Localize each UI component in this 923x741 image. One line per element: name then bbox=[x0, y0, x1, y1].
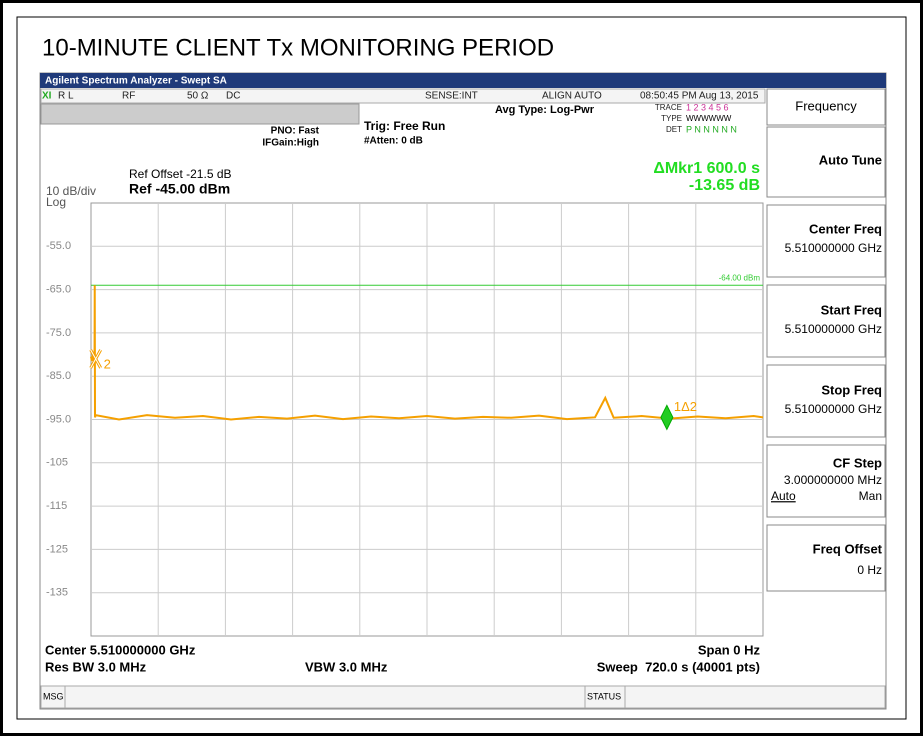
status-align: ALIGN AUTO bbox=[542, 91, 602, 102]
softkey-label: Start Freq bbox=[821, 302, 882, 317]
softkey-value: 5.510000000 GHz bbox=[785, 322, 882, 336]
trace bbox=[90, 285, 764, 421]
softkey[interactable] bbox=[766, 126, 886, 198]
footer-res-bw: Res BW 3.0 MHz bbox=[45, 659, 147, 674]
softkey-panel: Frequency Auto Tune Center Freq 5.510000… bbox=[766, 88, 886, 592]
y-tick-label: -125 bbox=[46, 543, 68, 555]
atten: #Atten: 0 dB bbox=[364, 136, 423, 147]
footer-span: Span 0 Hz bbox=[698, 642, 761, 657]
footer-sweep: Sweep 720.0 s (40001 pts) bbox=[597, 659, 760, 674]
ifgain: IFGain:High bbox=[262, 138, 319, 149]
softkey-value: 5.510000000 GHz bbox=[785, 241, 882, 255]
y-tick-label: -95.0 bbox=[46, 413, 71, 425]
plot: -64.00 dBm 2 1Δ2 bbox=[89, 202, 764, 637]
y-tick-label: -75.0 bbox=[46, 327, 71, 339]
window-title: Agilent Spectrum Analyzer - Swept SA bbox=[45, 76, 227, 87]
softkey-menu-label: Frequency bbox=[795, 98, 857, 113]
status-label: STATUS bbox=[587, 691, 621, 701]
softkey-label: Center Freq bbox=[809, 221, 882, 236]
ref-level: Ref -45.00 dBm bbox=[129, 181, 230, 197]
softkey-label: Auto Tune bbox=[819, 152, 882, 167]
y-tick-label: -65.0 bbox=[46, 284, 71, 296]
pno: PNO: Fast bbox=[271, 126, 320, 137]
window-titlebar bbox=[40, 73, 886, 88]
scale: 10 dB/div bbox=[46, 184, 96, 198]
softkey-option: Auto bbox=[771, 489, 796, 503]
softkey-value: 3.000000000 MHz bbox=[784, 473, 882, 487]
status-coupling: DC bbox=[226, 91, 240, 102]
softkey-menu bbox=[766, 88, 886, 126]
footer-center: Center 5.510000000 GHz bbox=[45, 642, 196, 657]
softkey-value: 0 Hz bbox=[857, 563, 882, 577]
threshold-label: -64.00 dBm bbox=[719, 273, 761, 282]
marker-delta: -13.65 dB bbox=[689, 177, 760, 194]
det-label: DET bbox=[666, 125, 682, 134]
status-rl: R L bbox=[58, 91, 74, 102]
softkey-label: CF Step bbox=[833, 455, 882, 470]
softkey-value: 5.510000000 GHz bbox=[785, 402, 882, 416]
avg-type: Avg Type: Log-Pwr bbox=[495, 104, 595, 116]
status-datetime: 08:50:45 PM Aug 13, 2015 bbox=[640, 91, 759, 102]
status-impedance: 50 Ω bbox=[187, 91, 209, 102]
scale-type: Log bbox=[46, 195, 66, 209]
softkey[interactable] bbox=[766, 444, 886, 518]
msg-label: MSG bbox=[43, 691, 64, 701]
y-tick-label: -135 bbox=[46, 587, 68, 599]
marker-label: 2 bbox=[104, 356, 111, 371]
trig: Trig: Free Run bbox=[364, 119, 445, 133]
page-title: 10-MINUTE CLIENT Tx MONITORING PERIOD bbox=[42, 34, 554, 61]
y-tick-label: -55.0 bbox=[46, 240, 71, 252]
marker-symbol-core bbox=[90, 349, 102, 369]
det-value: P N N N N N bbox=[686, 124, 737, 134]
y-tick-label: -85.0 bbox=[46, 370, 71, 382]
status-bar bbox=[40, 88, 766, 104]
type-value: WWWWWW bbox=[686, 114, 732, 123]
message-bar bbox=[40, 685, 886, 709]
status-rf: RF bbox=[122, 91, 135, 102]
footer-vbw: VBW 3.0 MHz bbox=[305, 659, 388, 674]
softkey[interactable] bbox=[766, 204, 886, 278]
trace-label: TRACE bbox=[655, 103, 682, 112]
softkey[interactable] bbox=[766, 284, 886, 358]
inner-frame bbox=[16, 16, 907, 720]
marker-symbol bbox=[660, 404, 674, 431]
softkey-label: Stop Freq bbox=[821, 382, 882, 397]
status-sense: SENSE:INT bbox=[425, 91, 478, 102]
y-tick-label: -105 bbox=[46, 457, 68, 469]
softkey-option: Man bbox=[859, 489, 882, 503]
marker-label: 1Δ2 bbox=[674, 399, 697, 414]
softkey[interactable] bbox=[766, 364, 886, 438]
status-icon: XI bbox=[42, 91, 52, 102]
type-label: TYPE bbox=[661, 114, 682, 123]
ref-offset: Ref Offset -21.5 dB bbox=[129, 167, 232, 181]
trace-nums: 1 2 3 4 5 6 bbox=[686, 102, 729, 112]
softkey[interactable] bbox=[766, 524, 886, 592]
message-box bbox=[40, 103, 360, 125]
marker-readout: ΔMkr1 600.0 s bbox=[653, 160, 760, 177]
y-tick-label: -115 bbox=[46, 500, 67, 512]
softkey-label: Freq Offset bbox=[813, 541, 883, 556]
